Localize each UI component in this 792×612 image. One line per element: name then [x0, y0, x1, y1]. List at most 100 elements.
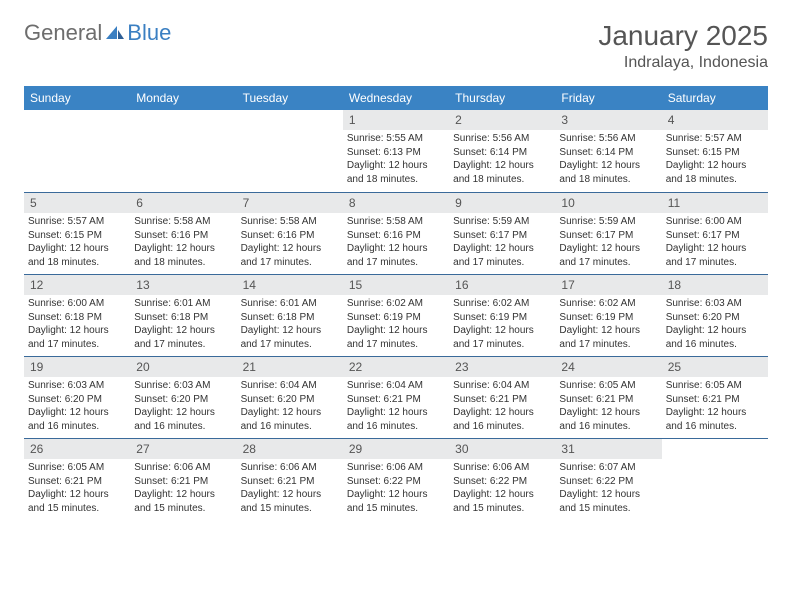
day-details: Sunrise: 6:03 AMSunset: 6:20 PMDaylight:…	[134, 379, 232, 433]
detail-line: Sunset: 6:15 PM	[28, 229, 126, 243]
day-details: Sunrise: 6:03 AMSunset: 6:20 PMDaylight:…	[666, 297, 764, 351]
detail-line: Sunset: 6:18 PM	[241, 311, 339, 325]
calendar-cell: 23Sunrise: 6:04 AMSunset: 6:21 PMDayligh…	[449, 356, 555, 438]
detail-line: and 18 minutes.	[666, 173, 764, 187]
detail-line: Sunset: 6:18 PM	[134, 311, 232, 325]
detail-line: Sunrise: 5:57 AM	[28, 215, 126, 229]
detail-line: and 16 minutes.	[666, 338, 764, 352]
detail-line: and 16 minutes.	[28, 420, 126, 434]
page-header: General Blue January 2025 Indralaya, Ind…	[24, 20, 768, 72]
day-number: 11	[662, 193, 768, 213]
detail-line: Sunset: 6:21 PM	[453, 393, 551, 407]
detail-line: Daylight: 12 hours	[666, 324, 764, 338]
brand-text-1: General	[24, 20, 102, 46]
calendar-cell: 20Sunrise: 6:03 AMSunset: 6:20 PMDayligh…	[130, 356, 236, 438]
day-number: 8	[343, 193, 449, 213]
calendar-cell: 28Sunrise: 6:06 AMSunset: 6:21 PMDayligh…	[237, 438, 343, 520]
detail-line: Daylight: 12 hours	[666, 242, 764, 256]
detail-line: Sunrise: 5:59 AM	[453, 215, 551, 229]
detail-line: Sunrise: 6:02 AM	[453, 297, 551, 311]
detail-line: and 15 minutes.	[347, 502, 445, 516]
calendar-cell: 4Sunrise: 5:57 AMSunset: 6:15 PMDaylight…	[662, 110, 768, 192]
month-title: January 2025	[598, 20, 768, 52]
day-details: Sunrise: 5:55 AMSunset: 6:13 PMDaylight:…	[347, 132, 445, 186]
detail-line: Sunset: 6:17 PM	[559, 229, 657, 243]
day-number: 30	[449, 439, 555, 459]
calendar-cell: 27Sunrise: 6:06 AMSunset: 6:21 PMDayligh…	[130, 438, 236, 520]
detail-line: Sunset: 6:19 PM	[347, 311, 445, 325]
detail-line: and 17 minutes.	[559, 338, 657, 352]
day-details: Sunrise: 6:06 AMSunset: 6:21 PMDaylight:…	[134, 461, 232, 515]
day-details: Sunrise: 6:00 AMSunset: 6:18 PMDaylight:…	[28, 297, 126, 351]
detail-line: and 18 minutes.	[28, 256, 126, 270]
detail-line: and 15 minutes.	[559, 502, 657, 516]
detail-line: Daylight: 12 hours	[134, 406, 232, 420]
calendar-cell: 17Sunrise: 6:02 AMSunset: 6:19 PMDayligh…	[555, 274, 661, 356]
detail-line: Sunrise: 6:05 AM	[666, 379, 764, 393]
detail-line: Daylight: 12 hours	[453, 242, 551, 256]
day-details: Sunrise: 5:57 AMSunset: 6:15 PMDaylight:…	[28, 215, 126, 269]
detail-line: Sunset: 6:14 PM	[559, 146, 657, 160]
day-number: 4	[662, 110, 768, 130]
detail-line: and 17 minutes.	[134, 338, 232, 352]
calendar-cell: 24Sunrise: 6:05 AMSunset: 6:21 PMDayligh…	[555, 356, 661, 438]
detail-line: Daylight: 12 hours	[347, 324, 445, 338]
detail-line: Daylight: 12 hours	[559, 159, 657, 173]
detail-line: Sunrise: 6:04 AM	[347, 379, 445, 393]
day-details: Sunrise: 6:04 AMSunset: 6:21 PMDaylight:…	[453, 379, 551, 433]
detail-line: and 16 minutes.	[347, 420, 445, 434]
detail-line: Sunset: 6:17 PM	[666, 229, 764, 243]
weekday-header: Thursday	[449, 86, 555, 110]
detail-line: Daylight: 12 hours	[559, 488, 657, 502]
detail-line: Sunset: 6:18 PM	[28, 311, 126, 325]
day-number: 16	[449, 275, 555, 295]
detail-line: Sunrise: 6:00 AM	[666, 215, 764, 229]
detail-line: Daylight: 12 hours	[666, 406, 764, 420]
detail-line: Daylight: 12 hours	[453, 406, 551, 420]
day-details: Sunrise: 6:04 AMSunset: 6:20 PMDaylight:…	[241, 379, 339, 433]
detail-line: and 16 minutes.	[134, 420, 232, 434]
day-number: 28	[237, 439, 343, 459]
detail-line: Sunrise: 5:57 AM	[666, 132, 764, 146]
detail-line: Sunrise: 6:02 AM	[559, 297, 657, 311]
detail-line: Sunrise: 5:58 AM	[134, 215, 232, 229]
sail-icon	[105, 25, 125, 41]
calendar-cell: 11 Sunrise: 6:00 AMSunset: 6:17 PMDayligh…	[662, 192, 768, 274]
detail-line: and 16 minutes.	[453, 420, 551, 434]
detail-line: Sunrise: 6:06 AM	[347, 461, 445, 475]
detail-line: and 17 minutes.	[347, 256, 445, 270]
detail-line: Sunrise: 5:59 AM	[559, 215, 657, 229]
calendar-cell: 13Sunrise: 6:01 AMSunset: 6:18 PMDayligh…	[130, 274, 236, 356]
detail-line: Daylight: 12 hours	[28, 242, 126, 256]
day-details: Sunrise: 6:02 AMSunset: 6:19 PMDaylight:…	[559, 297, 657, 351]
detail-line: Daylight: 12 hours	[559, 242, 657, 256]
detail-line: and 16 minutes.	[666, 420, 764, 434]
calendar-cell: 19Sunrise: 6:03 AMSunset: 6:20 PMDayligh…	[24, 356, 130, 438]
detail-line: Sunset: 6:22 PM	[347, 475, 445, 489]
detail-line: Sunset: 6:21 PM	[347, 393, 445, 407]
detail-line: Sunrise: 5:58 AM	[241, 215, 339, 229]
calendar-grid: 1Sunrise: 5:55 AMSunset: 6:13 PMDaylight…	[24, 110, 768, 520]
day-number: 24	[555, 357, 661, 377]
day-details: Sunrise: 5:56 AMSunset: 6:14 PMDaylight:…	[453, 132, 551, 186]
day-details: Sunrise: 5:59 AMSunset: 6:17 PMDaylight:…	[559, 215, 657, 269]
detail-line: Sunrise: 6:03 AM	[28, 379, 126, 393]
day-details: Sunrise: 6:01 AMSunset: 6:18 PMDaylight:…	[241, 297, 339, 351]
day-details: Sunrise: 6:02 AMSunset: 6:19 PMDaylight:…	[453, 297, 551, 351]
calendar-cell: 25Sunrise: 6:05 AMSunset: 6:21 PMDayligh…	[662, 356, 768, 438]
day-number: 13	[130, 275, 236, 295]
detail-line: and 17 minutes.	[453, 256, 551, 270]
detail-line: Sunset: 6:17 PM	[453, 229, 551, 243]
weekday-header-row: Sunday Monday Tuesday Wednesday Thursday…	[24, 86, 768, 110]
day-details: Sunrise: 6:05 AMSunset: 6:21 PMDaylight:…	[559, 379, 657, 433]
title-block: January 2025 Indralaya, Indonesia	[598, 20, 768, 72]
detail-line: Daylight: 12 hours	[241, 242, 339, 256]
day-details: Sunrise: 5:58 AMSunset: 6:16 PMDaylight:…	[347, 215, 445, 269]
day-number: 20	[130, 357, 236, 377]
day-number: 12	[24, 275, 130, 295]
detail-line: Daylight: 12 hours	[134, 488, 232, 502]
detail-line: Sunset: 6:20 PM	[241, 393, 339, 407]
calendar-cell: 8Sunrise: 5:58 AMSunset: 6:16 PMDaylight…	[343, 192, 449, 274]
day-details: Sunrise: 6:06 AMSunset: 6:22 PMDaylight:…	[347, 461, 445, 515]
calendar-cell	[662, 438, 768, 520]
